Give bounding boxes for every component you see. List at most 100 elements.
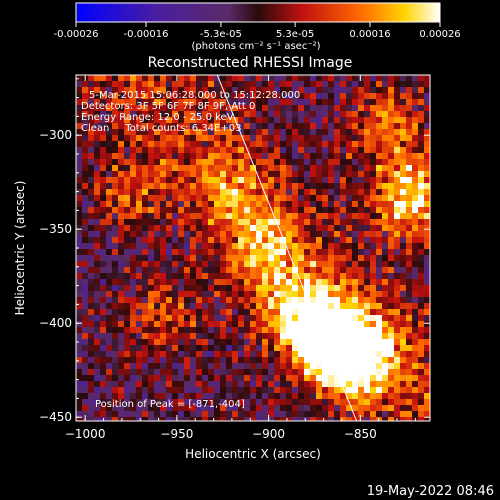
heatmap-cell (418, 75, 424, 81)
heatmap-cell (124, 327, 130, 333)
heatmap-cell (184, 237, 190, 243)
heatmap-cell (376, 405, 382, 411)
heatmap-cell (130, 363, 136, 369)
heatmap-cell (76, 345, 82, 351)
heatmap-cell (274, 369, 280, 375)
heatmap-cell (292, 297, 298, 303)
heatmap-cell (166, 255, 172, 261)
heatmap-cell (274, 309, 280, 315)
heatmap-cell (394, 129, 400, 135)
heatmap-cell (172, 315, 178, 321)
heatmap-cell (334, 333, 340, 339)
heatmap-cell (286, 393, 292, 399)
heatmap-cell (238, 375, 244, 381)
heatmap-cell (190, 189, 196, 195)
heatmap-cell (406, 321, 412, 327)
heatmap-cell (310, 195, 316, 201)
heatmap-cell (304, 111, 310, 117)
heatmap-cell (298, 417, 304, 421)
heatmap-cell (400, 351, 406, 357)
heatmap-cell (148, 195, 154, 201)
heatmap-cell (424, 297, 430, 303)
heatmap-cell (400, 285, 406, 291)
heatmap-cell (328, 381, 334, 387)
heatmap-cell (130, 309, 136, 315)
heatmap-cell (304, 165, 310, 171)
heatmap-cell (262, 273, 268, 279)
heatmap-cell (382, 75, 388, 81)
heatmap-cell (148, 87, 154, 93)
heatmap-cell (94, 183, 100, 189)
heatmap-cell (232, 411, 238, 417)
heatmap-cell (160, 297, 166, 303)
heatmap-cell (328, 249, 334, 255)
heatmap-cell (106, 105, 112, 111)
heatmap-cell (316, 417, 322, 421)
heatmap-cell (280, 303, 286, 309)
heatmap-cell (418, 207, 424, 213)
heatmap-cell (106, 255, 112, 261)
heatmap-cell (394, 207, 400, 213)
heatmap-cell (208, 171, 214, 177)
heatmap-cell (358, 267, 364, 273)
heatmap-cell (358, 153, 364, 159)
heatmap-cell (166, 195, 172, 201)
heatmap-cell (346, 393, 352, 399)
heatmap-cell (208, 231, 214, 237)
heatmap-cell (388, 87, 394, 93)
heatmap-cell (232, 279, 238, 285)
heatmap-cell (196, 177, 202, 183)
heatmap-cell (364, 189, 370, 195)
heatmap-cell (88, 243, 94, 249)
heatmap-cell (274, 261, 280, 267)
heatmap-cell (304, 87, 310, 93)
colorbar: -0.00026 -0.00016 -5.3e-05 5.3e-05 0.00016 0.… (54, 2, 461, 52)
heatmap-cell (322, 243, 328, 249)
heatmap-cell (136, 207, 142, 213)
heatmap-cell (100, 261, 106, 267)
heatmap-cell (304, 141, 310, 147)
heatmap-cell (202, 93, 208, 99)
heatmap-cell (328, 111, 334, 117)
heatmap-cell (388, 249, 394, 255)
heatmap-cell (148, 93, 154, 99)
heatmap-cell (250, 123, 256, 129)
heatmap-cell (364, 237, 370, 243)
heatmap-cell (286, 243, 292, 249)
heatmap-cell (208, 237, 214, 243)
heatmap-cell (388, 111, 394, 117)
heatmap-cell (418, 279, 424, 285)
heatmap-cell (262, 297, 268, 303)
heatmap-cell (394, 375, 400, 381)
heatmap-cell (286, 327, 292, 333)
heatmap-cell (142, 207, 148, 213)
heatmap-cell (106, 225, 112, 231)
heatmap-cell (190, 171, 196, 177)
heatmap-cell (352, 117, 358, 123)
heatmap-cell (196, 231, 202, 237)
heatmap-cell (226, 315, 232, 321)
heatmap-cell (130, 87, 136, 93)
heatmap-cell (280, 183, 286, 189)
heatmap-cell (316, 291, 322, 297)
heatmap-cell (244, 189, 250, 195)
heatmap-cell (328, 261, 334, 267)
heatmap-cell (268, 357, 274, 363)
heatmap-cell (172, 255, 178, 261)
heatmap-cell (118, 291, 124, 297)
heatmap-cell (346, 387, 352, 393)
heatmap-cell (304, 399, 310, 405)
heatmap-cell (208, 165, 214, 171)
heatmap-cell (388, 141, 394, 147)
heatmap-cell (88, 237, 94, 243)
heatmap-cell (244, 123, 250, 129)
heatmap-cell (142, 261, 148, 267)
heatmap-cell (130, 147, 136, 153)
heatmap-cell (406, 75, 412, 81)
heatmap-cell (196, 333, 202, 339)
heatmap-cell (202, 237, 208, 243)
heatmap-cell (106, 213, 112, 219)
heatmap-cell (358, 345, 364, 351)
heatmap-cell (226, 375, 232, 381)
heatmap-cell (112, 231, 118, 237)
